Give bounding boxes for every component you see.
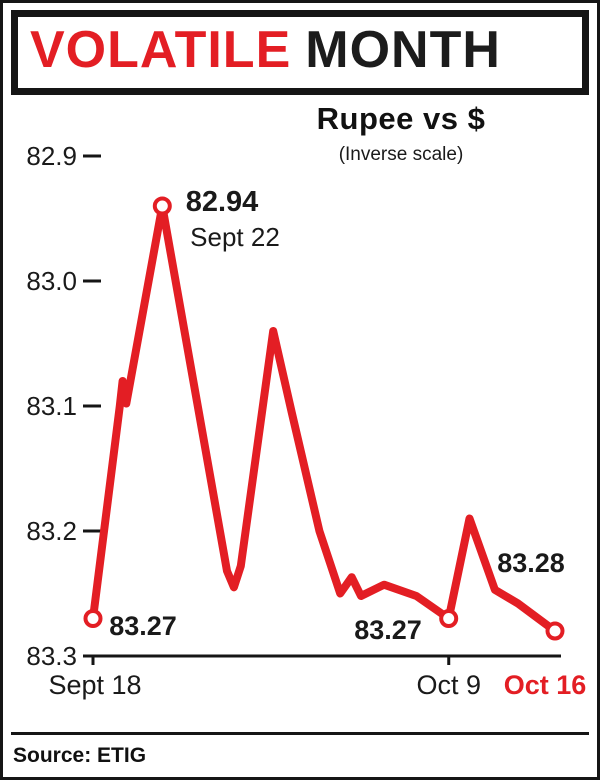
headline-accent-word: VOLATILE — [30, 21, 292, 79]
y-axis-label: 82.9 — [26, 141, 77, 171]
chart-area: 82.9 83.0 83.1 83.2 83.3 Sept 18 Oct 9 Oct 16 83… — [11, 99, 589, 732]
headline-banner: VOLATILE MONTH — [11, 10, 589, 96]
x-axis-label: Oct 9 — [416, 670, 481, 700]
y-axis-label: 83.0 — [26, 266, 77, 296]
y-axis-label: 83.3 — [26, 641, 77, 671]
x-axis-label: Sept 18 — [48, 670, 141, 700]
source-label: Source: ETIG — [13, 744, 147, 767]
chart-header: Rupee vs $ (Inverse scale) — [261, 101, 541, 166]
chart-annotation: Sept 22 — [190, 222, 280, 252]
source-row: Source: ETIG — [11, 732, 589, 771]
y-axis-label: 83.2 — [26, 516, 77, 546]
chart-annotation: 83.28 — [497, 548, 565, 578]
chart-subtitle: (Inverse scale) — [338, 144, 464, 166]
data-point-marker — [83, 609, 103, 629]
chart-annotation: 83.27 — [354, 615, 422, 645]
x-axis-label: Oct 16 — [504, 670, 587, 700]
data-point-marker — [152, 196, 172, 216]
data-point-marker — [439, 609, 459, 629]
rupee-usd-line — [89, 202, 559, 636]
data-point-marker — [545, 621, 565, 641]
chart-annotation: 83.27 — [109, 611, 177, 641]
chart-annotation: 82.94 — [186, 186, 259, 218]
y-axis-label: 83.1 — [26, 391, 77, 421]
chart-title: Rupee vs $ — [316, 101, 486, 137]
headline-rest-word: MONTH — [305, 21, 501, 79]
